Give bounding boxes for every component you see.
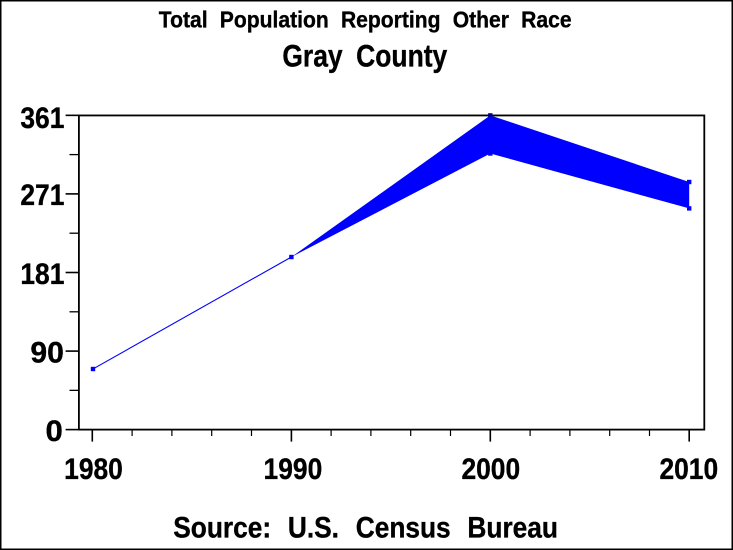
svg-text:Source: U.S. Census Bureau: Source: U.S. Census Bureau xyxy=(173,511,558,544)
svg-text:2010: 2010 xyxy=(659,453,718,486)
svg-text:90: 90 xyxy=(30,336,64,369)
svg-text:2000: 2000 xyxy=(461,453,520,486)
svg-text:181: 181 xyxy=(20,258,64,291)
svg-text:271: 271 xyxy=(20,179,64,212)
svg-text:Gray County: Gray County xyxy=(282,38,447,74)
svg-text:1980: 1980 xyxy=(64,453,123,486)
svg-text:361: 361 xyxy=(20,102,64,135)
svg-text:0: 0 xyxy=(46,415,63,448)
svg-text:Total Population Reporting Oth: Total Population Reporting Other Race xyxy=(159,6,572,32)
svg-text:1990: 1990 xyxy=(264,453,323,486)
